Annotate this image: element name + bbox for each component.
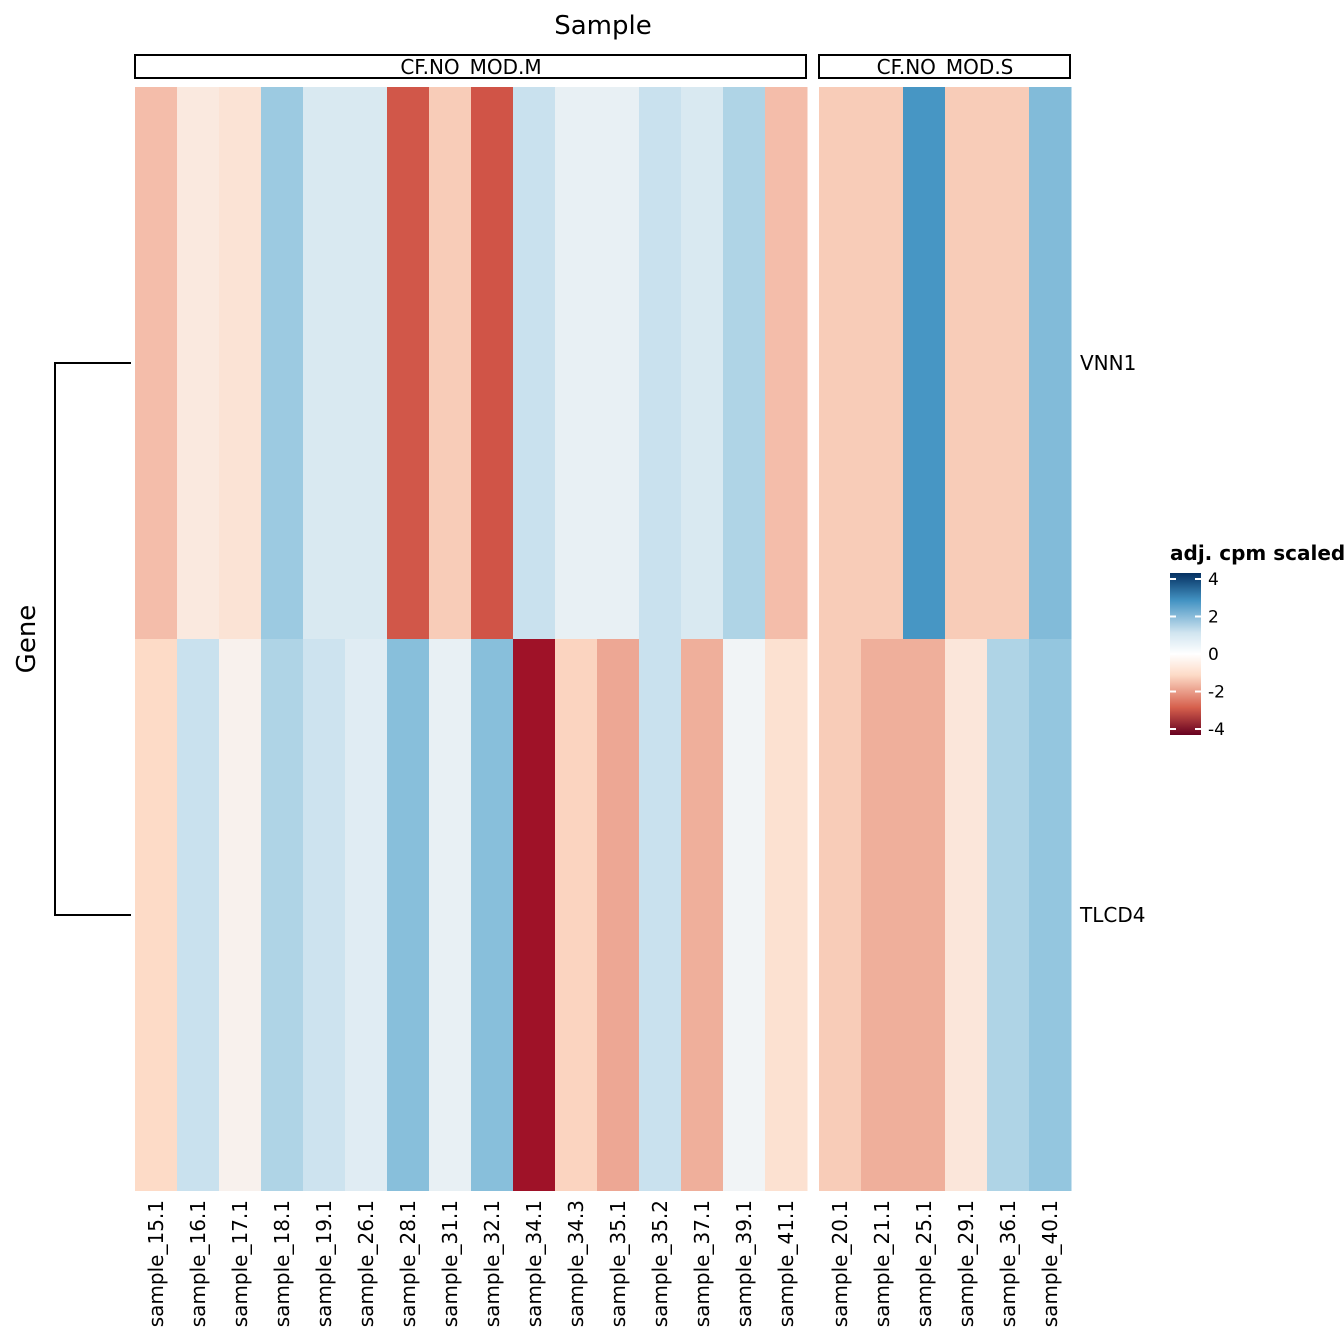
sample-tick-label: sample_16.1 bbox=[186, 1200, 210, 1327]
heatmap-cell bbox=[261, 87, 304, 639]
heatmap-cell bbox=[345, 87, 388, 639]
heatmap-cell bbox=[303, 87, 346, 639]
legend-tick-label: -4 bbox=[1208, 720, 1225, 740]
heatmap-cell bbox=[555, 87, 598, 639]
sample-tick-label: sample_26.1 bbox=[354, 1200, 378, 1327]
heatmap-cell bbox=[861, 87, 904, 639]
facet-strip-box bbox=[818, 54, 1071, 79]
y-axis-title: Gene bbox=[12, 605, 42, 674]
sample-tick-label: sample_28.1 bbox=[396, 1200, 420, 1327]
heatmap-cell bbox=[429, 639, 472, 1191]
legend-tick-label: 4 bbox=[1208, 570, 1219, 590]
sample-tick-label: sample_36.1 bbox=[996, 1200, 1020, 1327]
sample-tick-label: sample_32.1 bbox=[480, 1200, 504, 1327]
heatmap-cell bbox=[681, 639, 724, 1191]
facet-strips: CF.NO_MOD.M CF.NO_MOD.S bbox=[134, 54, 1071, 79]
sample-tick-label: sample_40.1 bbox=[1038, 1200, 1062, 1327]
heatmap-cell bbox=[987, 639, 1030, 1191]
heatmap-cell bbox=[513, 87, 556, 639]
heatmap-cell bbox=[765, 87, 808, 639]
heatmap-cell bbox=[765, 639, 808, 1191]
gene-tick-label: VNN1 bbox=[1080, 351, 1136, 375]
sample-tick-label: sample_35.2 bbox=[648, 1200, 672, 1327]
sample-tick-label: sample_17.1 bbox=[228, 1200, 252, 1327]
gene-tick-label: TLCD4 bbox=[1079, 903, 1145, 927]
legend-title: adj. cpm scaled bbox=[1170, 541, 1344, 565]
facet-strip-label: CF.NO_MOD.S bbox=[877, 55, 1014, 79]
heatmap-cell bbox=[387, 87, 430, 639]
heatmap-cell bbox=[219, 87, 262, 639]
heatmap-cell bbox=[135, 639, 178, 1191]
legend-tick-label: 2 bbox=[1208, 608, 1219, 628]
sample-tick-label: sample_21.1 bbox=[870, 1200, 894, 1327]
sample-labels: sample_15.1 sample_16.1 sample_17.1 sample_… bbox=[144, 1200, 1062, 1327]
heatmap-cell bbox=[945, 639, 988, 1191]
gene-labels: VNN1 TLCD4 bbox=[1079, 351, 1145, 927]
heatmap-cell bbox=[987, 87, 1030, 639]
legend-tick-label: -2 bbox=[1208, 683, 1225, 703]
sample-tick-label: sample_34.3 bbox=[564, 1200, 588, 1327]
sample-tick-label: sample_18.1 bbox=[270, 1200, 294, 1327]
facet-strip-box bbox=[134, 54, 807, 79]
heatmap-cell bbox=[303, 639, 346, 1191]
heatmap-cell bbox=[597, 87, 640, 639]
heatmap-cell bbox=[135, 87, 178, 639]
sample-tick-label: sample_15.1 bbox=[144, 1200, 168, 1327]
sample-tick-label: sample_25.1 bbox=[912, 1200, 936, 1327]
heatmap-cell bbox=[429, 87, 472, 639]
heatmap-cell bbox=[345, 639, 388, 1191]
sample-tick-label: sample_35.1 bbox=[606, 1200, 630, 1327]
legend-tick-label: 0 bbox=[1208, 645, 1219, 665]
heatmap-cell bbox=[903, 87, 946, 639]
heatmap-cell bbox=[387, 639, 430, 1191]
heatmap-cell bbox=[219, 639, 262, 1191]
sample-tick-label: sample_41.1 bbox=[774, 1200, 798, 1327]
heatmap-cell bbox=[1029, 639, 1072, 1191]
row-dendrogram bbox=[54, 362, 131, 916]
heatmap-cell bbox=[861, 639, 904, 1191]
heatmap-cell bbox=[1029, 87, 1072, 639]
sample-tick-label: sample_39.1 bbox=[732, 1200, 756, 1327]
facet-strip-label: CF.NO_MOD.M bbox=[400, 55, 541, 79]
heatmap-cell bbox=[945, 87, 988, 639]
sample-tick-label: sample_19.1 bbox=[312, 1200, 336, 1327]
sample-tick-label: sample_37.1 bbox=[690, 1200, 714, 1327]
heatmap-cell bbox=[597, 639, 640, 1191]
color-legend: adj. cpm scaled 4 2 0 -2 -4 bbox=[1170, 541, 1344, 740]
heatmap-cell bbox=[723, 87, 766, 639]
heatmap-cells bbox=[135, 87, 1072, 1191]
dendrogram-branch bbox=[54, 362, 131, 916]
heatmap-cell bbox=[723, 639, 766, 1191]
heatmap-cell bbox=[555, 639, 598, 1191]
heatmap-cell bbox=[513, 639, 556, 1191]
sample-tick-label: sample_20.1 bbox=[828, 1200, 852, 1327]
heatmap-cell bbox=[819, 639, 862, 1191]
heatmap-cell bbox=[177, 639, 220, 1191]
heatmap-cell bbox=[819, 87, 862, 639]
chart-title: Sample bbox=[554, 11, 652, 41]
heatmap-cell bbox=[903, 639, 946, 1191]
heatmap-cell bbox=[639, 87, 682, 639]
heatmap-cell bbox=[177, 87, 220, 639]
sample-tick-label: sample_31.1 bbox=[438, 1200, 462, 1327]
heatmap-cell bbox=[471, 87, 514, 639]
sample-tick-label: sample_34.1 bbox=[522, 1200, 546, 1327]
sample-tick-label: sample_29.1 bbox=[954, 1200, 978, 1327]
heatmap-cell bbox=[639, 639, 682, 1191]
heatmap-cell bbox=[471, 639, 514, 1191]
heatmap-cell bbox=[261, 639, 304, 1191]
heatmap-cell bbox=[681, 87, 724, 639]
